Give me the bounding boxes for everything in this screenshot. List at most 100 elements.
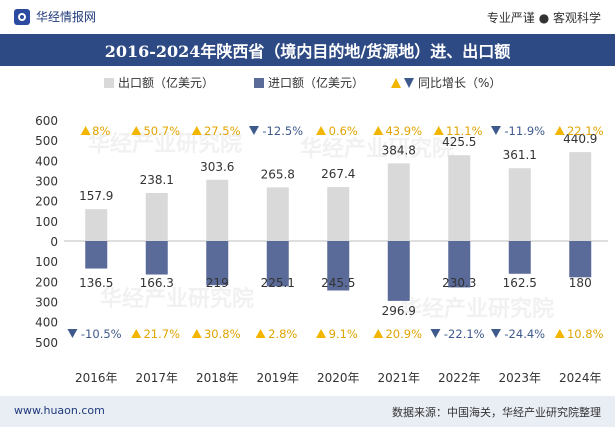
import-bar [327, 241, 350, 291]
export-value-label: 265.8 [261, 167, 295, 181]
y-tick-label: 500 [35, 336, 58, 350]
import-value-label: 230.3 [442, 276, 476, 290]
watermark-text: 华经产业研究院 [100, 286, 254, 312]
export-bar [85, 209, 108, 241]
import-growth-up-icon [316, 329, 327, 338]
export-growth-down-icon [248, 126, 259, 135]
y-tick-label: 300 [35, 296, 58, 310]
import-growth-label: -10.5% [81, 327, 122, 341]
legend-import-swatch [254, 78, 264, 88]
x-tick-label: 2024年 [559, 371, 602, 385]
export-bar [206, 179, 229, 241]
import-bar [206, 241, 229, 286]
export-growth-label: -11.9% [504, 124, 545, 138]
import-value-label: 225.1 [261, 276, 295, 290]
import-bar [508, 241, 531, 274]
import-value-label: 162.5 [503, 276, 537, 290]
export-growth-label: 11.1% [446, 124, 483, 138]
export-value-label: 303.6 [200, 160, 234, 174]
export-bar [448, 155, 471, 241]
import-growth-up-icon [255, 329, 266, 338]
export-growth-label: 50.7% [143, 124, 180, 138]
export-bar [266, 187, 289, 241]
export-bar [569, 152, 592, 241]
x-tick-label: 2019年 [256, 371, 299, 385]
brand-logo-icon [14, 8, 30, 25]
watermark-text: 华经产业研究院 [88, 131, 242, 157]
y-tick-label: 0 [50, 235, 58, 249]
import-growth-up-icon [554, 329, 565, 338]
export-value-label: 440.9 [563, 132, 597, 146]
chart: 出口额（亿美元） 进口额（亿美元） 同比增长（%）华经产业研究院 华经产业研究院华经产… [35, 75, 608, 385]
import-growth-label: 2.8% [268, 327, 297, 341]
legend-growth-label: 同比增长（%） [418, 76, 501, 90]
import-growth-up-icon [191, 329, 202, 338]
export-growth-up-icon [131, 126, 142, 135]
x-tick-label: 2018年 [196, 371, 239, 385]
import-growth-label: 20.9% [385, 327, 422, 341]
import-growth-down-icon [490, 329, 501, 338]
import-bar [387, 241, 410, 301]
export-growth-up-icon [433, 126, 444, 135]
import-growth-up-icon [131, 329, 142, 338]
export-bar [327, 187, 350, 241]
import-bar [569, 241, 592, 278]
tagline: 专业严谨 ● 客观科学 [486, 11, 601, 25]
export-value-label: 238.1 [140, 173, 174, 187]
x-tick-label: 2020年 [317, 371, 360, 385]
import-bar [448, 241, 471, 288]
footer-website[interactable]: www.huaon.com [14, 404, 105, 417]
export-value-label: 384.8 [382, 143, 416, 157]
export-value-label: 361.1 [503, 148, 537, 162]
export-growth-up-icon [80, 126, 91, 135]
import-growth-down-icon [67, 329, 78, 338]
footer: www.huaon.com 数据来源：中国海关，华经产业研究院整理 [0, 396, 615, 427]
watermark-text: 华经产业研究院 [400, 296, 554, 322]
x-tick-label: 2023年 [498, 371, 541, 385]
legend-import-label: 进口额（亿美元） [268, 75, 364, 90]
y-tick-label: 400 [35, 316, 58, 330]
footer-source: 数据来源：中国海关，华经产业研究院整理 [392, 406, 601, 419]
import-value-label: 180 [569, 276, 592, 290]
chart-title: 2016-2024年陕西省（境内目的地/货源地）进、出口额 [0, 34, 615, 66]
brand[interactable]: 华经情报网 [14, 8, 96, 25]
y-tick-label: 400 [35, 154, 58, 168]
import-growth-down-icon [430, 329, 441, 338]
y-tick-label: 300 [35, 175, 58, 189]
import-value-label: 219 [206, 276, 229, 290]
x-tick-label: 2016年 [75, 371, 118, 385]
y-tick-label: 600 [35, 114, 58, 128]
y-tick-label: 100 [35, 255, 58, 269]
export-value-label: 157.9 [79, 189, 113, 203]
legend-down-triangle-icon [404, 78, 414, 88]
import-bar [85, 241, 108, 269]
brand-name: 华经情报网 [36, 10, 97, 24]
legend-export-swatch [104, 78, 114, 88]
export-bar [145, 192, 168, 241]
export-bar [508, 168, 531, 241]
export-growth-label: 0.6% [329, 124, 358, 138]
export-growth-down-icon [490, 126, 501, 135]
export-value-label: 267.4 [321, 167, 355, 181]
export-growth-up-icon [373, 126, 384, 135]
import-growth-up-icon [373, 329, 384, 338]
export-growth-label: 43.9% [385, 124, 422, 138]
y-tick-label: 200 [35, 195, 58, 209]
import-growth-label: 21.7% [143, 327, 180, 341]
legend-up-triangle-icon [391, 78, 401, 88]
export-growth-up-icon [554, 126, 565, 135]
export-bar [387, 163, 410, 241]
import-bar [266, 241, 289, 287]
export-growth-label: 22.1% [567, 124, 604, 138]
x-tick-label: 2021年 [377, 371, 420, 385]
import-growth-label: 9.1% [329, 327, 358, 341]
y-tick-label: 100 [35, 215, 58, 229]
export-value-label: 425.5 [442, 135, 476, 149]
top-bar: 华经情报网 专业严谨 ● 客观科学 [0, 0, 615, 34]
x-tick-label: 2022年 [438, 371, 481, 385]
export-growth-label: -12.5% [262, 124, 303, 138]
x-tick-label: 2017年 [135, 371, 178, 385]
import-growth-label: -24.4% [504, 327, 545, 341]
y-tick-label: 500 [35, 134, 58, 148]
export-growth-up-icon [191, 126, 202, 135]
